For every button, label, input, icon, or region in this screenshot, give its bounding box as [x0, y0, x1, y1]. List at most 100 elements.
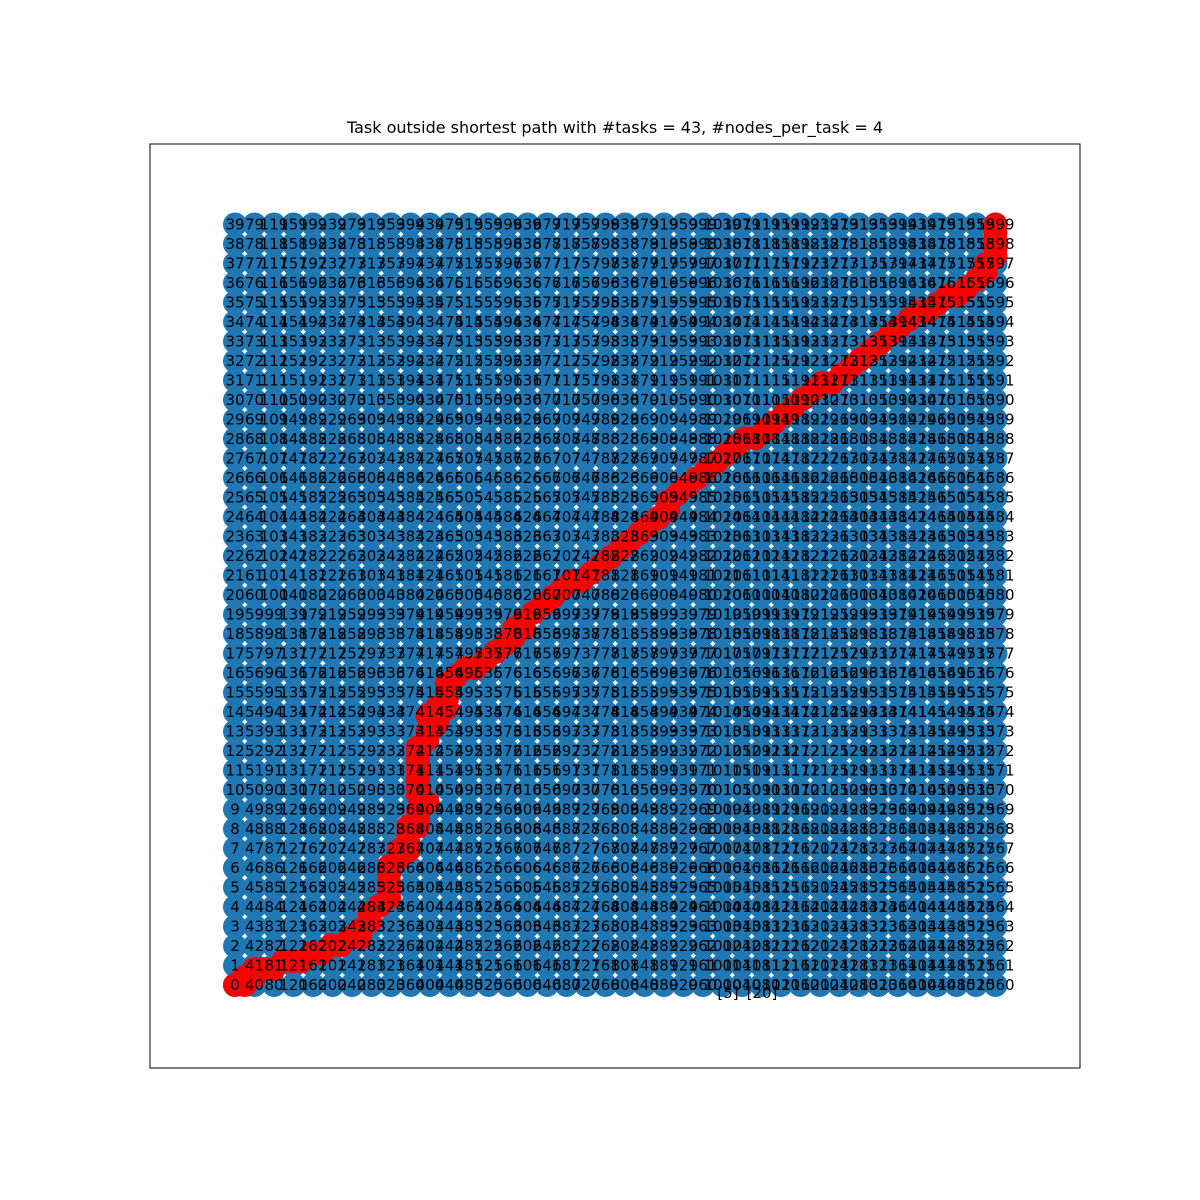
graph-node	[769, 934, 793, 958]
graph-node	[652, 700, 676, 724]
graph-node	[593, 583, 618, 607]
graph-node	[535, 544, 559, 568]
graph-node	[983, 700, 1008, 724]
graph-node	[554, 778, 579, 802]
graph-node	[944, 680, 969, 705]
graph-node	[301, 602, 325, 627]
graph-node	[340, 973, 364, 997]
graph-node	[379, 778, 403, 802]
graph-node	[886, 953, 910, 978]
node-label: 31	[225, 372, 244, 390]
graph-node	[320, 895, 345, 919]
graph-node	[691, 563, 715, 588]
graph-node	[320, 680, 345, 705]
graph-node	[496, 914, 520, 939]
graph-node	[359, 973, 384, 997]
graph-node	[944, 524, 969, 549]
graph-node	[535, 622, 559, 646]
graph-node	[866, 778, 891, 802]
graph-node	[652, 973, 676, 997]
graph-node	[418, 485, 442, 510]
graph-node	[769, 661, 793, 685]
graph-node	[847, 641, 871, 666]
graph-node	[281, 602, 306, 627]
graph-node	[710, 622, 735, 646]
graph-node	[925, 622, 949, 646]
graph-node	[418, 563, 442, 588]
graph-node	[964, 856, 988, 880]
graph-node	[983, 934, 1008, 958]
graph-node	[574, 641, 598, 666]
graph-node	[925, 778, 949, 802]
graph-node	[223, 875, 247, 900]
graph-node	[652, 739, 676, 763]
node-label: 1574	[976, 703, 1014, 721]
graph-node	[964, 953, 988, 978]
graph-node	[730, 797, 754, 822]
graph-node	[691, 953, 715, 978]
graph-node	[671, 583, 696, 607]
graph-node	[613, 602, 637, 627]
graph-node	[535, 485, 559, 510]
graph-node	[242, 895, 267, 919]
graph-node	[437, 836, 462, 861]
node-label: 5	[230, 879, 240, 897]
graph-node	[632, 817, 657, 841]
graph-node	[769, 739, 793, 763]
graph-node	[457, 914, 481, 939]
graph-node	[515, 719, 540, 744]
graph-node	[691, 719, 715, 744]
node-label: 1585	[976, 489, 1014, 507]
graph-node	[769, 914, 793, 939]
graph-node	[925, 524, 949, 549]
graph-node	[379, 583, 403, 607]
node-label: 1596	[976, 274, 1014, 292]
graph-node	[593, 622, 618, 646]
graph-node	[749, 934, 774, 958]
graph-node	[281, 739, 306, 763]
graph-node	[925, 680, 949, 705]
graph-node	[983, 602, 1008, 627]
node-label: 42	[245, 937, 264, 955]
graph-node	[730, 973, 754, 997]
node-label: 1568	[976, 820, 1014, 838]
graph-node	[749, 583, 774, 607]
graph-node	[340, 641, 364, 666]
graph-node	[574, 797, 598, 822]
graph-node	[886, 661, 910, 685]
graph-node	[574, 817, 598, 841]
graph-node	[769, 817, 793, 841]
graph-node	[710, 563, 735, 588]
graph-node	[905, 544, 930, 568]
graph-node	[691, 797, 715, 822]
graph-node	[281, 797, 306, 822]
graph-node	[847, 817, 871, 841]
graph-node	[905, 817, 930, 841]
graph-node	[613, 583, 637, 607]
graph-node	[847, 875, 871, 900]
graph-node	[671, 524, 696, 549]
graph-node	[808, 934, 832, 958]
graph-node	[223, 719, 247, 744]
graph-node	[418, 836, 442, 861]
graph-node	[574, 895, 598, 919]
node-label: 54	[245, 703, 264, 721]
node-label: 58	[245, 625, 264, 643]
graph-node	[808, 719, 832, 744]
graph-node	[398, 622, 423, 646]
graph-node	[671, 700, 696, 724]
graph-node	[281, 524, 306, 549]
graph-node	[866, 622, 891, 646]
graph-node	[359, 661, 384, 685]
graph-node	[301, 895, 325, 919]
graph-node	[769, 641, 793, 666]
graph-node	[827, 602, 852, 627]
graph-node	[437, 583, 462, 607]
graph-node	[574, 622, 598, 646]
graph-node	[808, 602, 832, 627]
graph-node	[262, 856, 286, 880]
node-label: 17	[225, 645, 244, 663]
graph-node	[418, 973, 442, 997]
graph-node	[886, 719, 910, 744]
graph-node	[281, 895, 306, 919]
